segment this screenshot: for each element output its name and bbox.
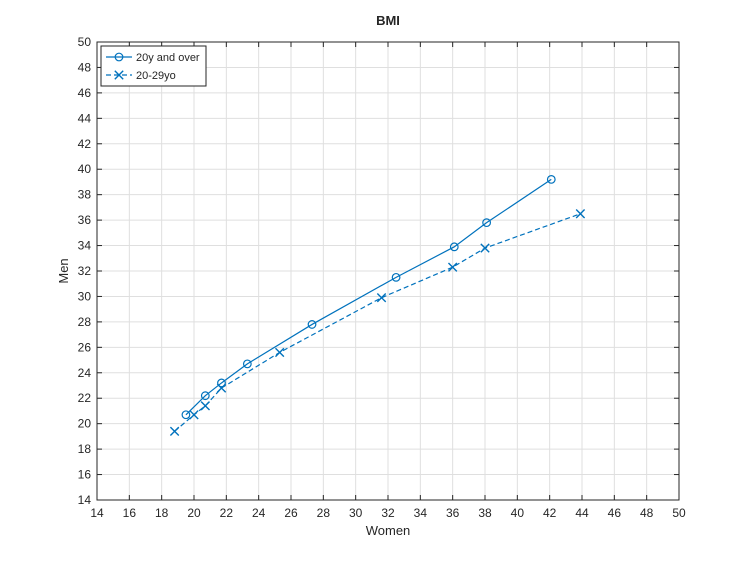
x-tick-label: 22 [220,506,234,520]
data-point [391,272,401,282]
data-point [200,401,211,411]
x-axis-label: Women [366,523,411,538]
y-tick-label: 44 [78,111,92,125]
y-axis-label: Men [56,258,71,283]
y-tick-label: 34 [78,239,92,253]
data-point [217,378,226,388]
y-tick-label: 50 [78,35,92,49]
y-tick-label: 26 [78,340,92,354]
x-tick-label: 44 [575,506,589,520]
series-2 [169,209,586,436]
data-point [200,391,210,401]
y-tick-label: 40 [78,162,92,176]
data-point [480,243,490,253]
x-tick-label: 36 [446,506,460,520]
y-tick-label: 20 [78,417,92,431]
data-point [546,174,556,184]
data-point [376,293,387,303]
axis-ticks: 14 16 18 20 22 24 26 28 30 32 34 36 38 40 42 44 46 48 50 14… [78,35,686,520]
data-point [169,426,180,436]
x-tick-label: 46 [608,506,622,520]
data-point [447,262,458,272]
data-point [242,359,252,369]
x-tick-label: 34 [414,506,428,520]
legend-marker-sample [114,52,124,62]
x-tick-label: 24 [252,506,266,520]
data-point [216,383,227,393]
legend: 20y and over 20-29yo [100,45,207,87]
y-tick-label: 14 [78,493,92,507]
x-tick-label: 28 [317,506,331,520]
x-tick-label: 30 [349,506,363,520]
y-tick-label: 36 [78,213,92,227]
legend-label: 20-29yo [136,70,176,82]
x-tick-label: 48 [640,506,654,520]
data-point [274,347,285,358]
y-tick-label: 38 [78,188,92,202]
x-tick-label: 40 [511,506,525,520]
data-point [181,410,191,420]
legend-marker-sample [114,70,124,80]
x-tick-label: 16 [123,506,137,520]
x-tick-label: 38 [478,506,492,520]
x-tick-label: 50 [672,506,686,520]
data-point [482,218,492,228]
y-tick-label: 18 [78,442,92,456]
y-tick-label: 22 [78,391,92,405]
y-tick-label: 28 [78,315,92,329]
y-tick-label: 46 [78,86,92,100]
data-point [189,410,199,420]
y-tick-label: 32 [78,264,92,278]
series-layer [169,174,586,436]
y-tick-label: 30 [78,289,92,303]
x-tick-label: 26 [284,506,298,520]
grid [96,41,680,501]
chart-title: BMI [376,13,400,28]
y-tick-label: 16 [78,468,92,482]
y-tick-label: 24 [78,366,92,380]
legend-label: 20y and over [136,52,200,64]
data-point [575,209,586,219]
x-tick-label: 20 [187,506,201,520]
x-tick-label: 14 [90,506,104,520]
y-tick-label: 42 [78,137,92,151]
legend-entry: 20y and over [106,52,200,64]
x-tick-label: 18 [155,506,169,520]
x-tick-label: 42 [543,506,557,520]
series-line [185,178,552,416]
y-tick-label: 48 [78,60,92,74]
x-tick-label: 32 [381,506,395,520]
data-point [307,320,317,329]
series-1 [181,174,556,420]
legend-entry: 20-29yo [106,70,176,82]
data-point [449,242,459,252]
